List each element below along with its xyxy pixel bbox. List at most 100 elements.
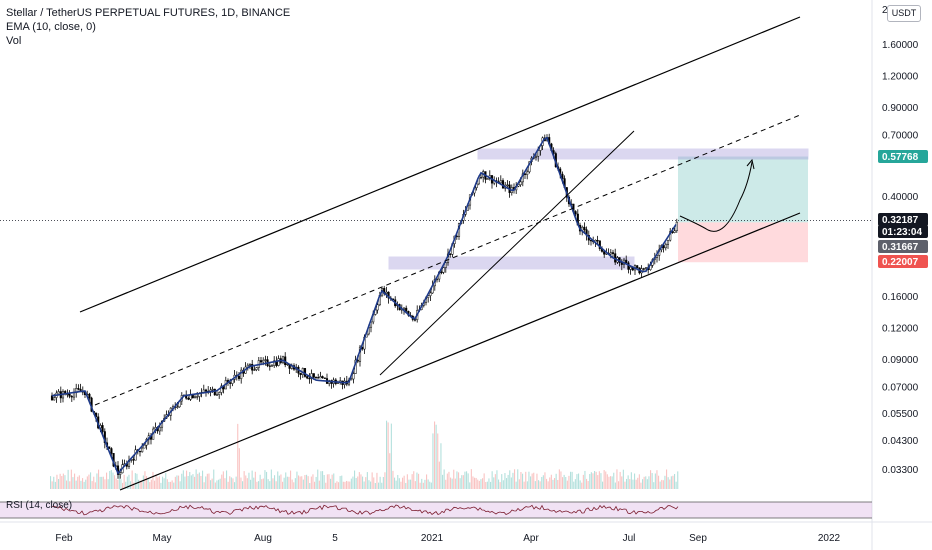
- stop-zone: [678, 222, 808, 263]
- volume-bar: [379, 476, 381, 489]
- volume-bar: [642, 479, 644, 489]
- volume-bar: [405, 482, 407, 489]
- candle-body: [218, 392, 221, 395]
- volume-bar: [293, 482, 295, 489]
- volume-bar: [74, 473, 76, 489]
- volume-bar: [539, 481, 541, 489]
- volume-bar: [435, 424, 437, 489]
- candle-body: [449, 253, 452, 255]
- volume-bar: [202, 470, 204, 489]
- y-tick-label: 0.04300: [882, 436, 919, 447]
- candle-body: [642, 268, 645, 270]
- currency-button[interactable]: USDT: [887, 5, 921, 22]
- volume-bar: [525, 471, 527, 489]
- volume-bar: [478, 480, 480, 489]
- volume-bar: [534, 481, 536, 489]
- volume-bar: [477, 479, 479, 489]
- volume-bar: [237, 423, 239, 489]
- volume-bar: [498, 479, 500, 489]
- volume-bar: [512, 472, 514, 489]
- volume-bar: [538, 480, 540, 489]
- volume-bar: [162, 476, 164, 489]
- candle-body: [268, 365, 271, 367]
- volume-bar: [70, 469, 72, 489]
- volume-bar: [53, 476, 55, 489]
- volume-bar: [302, 479, 304, 489]
- volume-bar: [354, 470, 356, 489]
- price-tag-label: 0.32187: [882, 215, 919, 226]
- volume-bar: [520, 471, 522, 489]
- candle-body: [611, 252, 615, 254]
- candle-body: [317, 377, 320, 379]
- volume-bar: [221, 474, 223, 489]
- volume-bar: [355, 477, 357, 489]
- volume-bar: [554, 478, 556, 489]
- rsi-line: [51, 504, 679, 516]
- volume-bar: [666, 469, 668, 489]
- volume-bar: [72, 477, 74, 489]
- candle-body: [255, 367, 258, 370]
- volume-bar: [528, 471, 530, 489]
- volume-bar: [544, 472, 546, 489]
- volume-bar: [501, 474, 503, 489]
- volume-bar: [330, 478, 332, 489]
- resistance-zone: [477, 148, 809, 160]
- candle-body: [664, 244, 667, 249]
- volume-bar: [448, 471, 450, 489]
- candle-body: [270, 365, 274, 367]
- volume-bar: [467, 473, 469, 489]
- volume-bar: [269, 481, 271, 489]
- volume-bar: [141, 481, 143, 489]
- volume-bar: [357, 476, 359, 489]
- y-tick-label: 1.60000: [882, 40, 919, 51]
- volume-bar: [461, 475, 463, 489]
- volume-bar: [66, 480, 68, 489]
- volume-bar: [624, 481, 626, 489]
- candle-body: [308, 377, 311, 380]
- volume-bar: [253, 477, 255, 489]
- volume-bar: [456, 471, 458, 489]
- volume-bar: [586, 478, 588, 489]
- volume-bar: [576, 474, 578, 489]
- candle-body: [479, 176, 483, 179]
- volume-bar: [411, 474, 413, 489]
- volume-bar: [226, 470, 228, 489]
- volume-bar: [418, 473, 420, 489]
- volume-bar: [485, 482, 487, 489]
- volume-bar: [459, 478, 461, 489]
- volume-bar: [493, 477, 495, 489]
- volume-bar: [510, 477, 512, 489]
- candle-body: [673, 230, 676, 233]
- volume-bar: [240, 477, 242, 489]
- candle-body: [306, 376, 309, 379]
- volume-bar: [360, 474, 362, 489]
- volume-bar: [382, 476, 384, 489]
- volume-bar: [91, 481, 93, 489]
- candle-body: [262, 359, 265, 363]
- candle-body: [519, 181, 522, 186]
- price-tag-label: 0.31667: [882, 242, 919, 253]
- volume-bar: [523, 481, 525, 489]
- volume-bar: [224, 478, 226, 489]
- volume-bar: [168, 481, 170, 489]
- candle-body: [110, 448, 113, 454]
- volume-bar: [648, 476, 650, 489]
- volume-bar: [78, 475, 80, 489]
- candle-body: [444, 262, 447, 268]
- lower-channel-line: [119, 212, 801, 491]
- candle-body: [101, 425, 104, 432]
- volume-bar: [88, 474, 90, 489]
- volume-bar: [470, 469, 472, 489]
- candle-body: [625, 259, 628, 264]
- volume-bar: [653, 482, 655, 489]
- volume-bar: [322, 471, 324, 489]
- candle-body: [486, 178, 489, 180]
- volume-bar: [488, 478, 490, 489]
- volume-bar: [299, 476, 301, 489]
- volume-bar: [187, 476, 189, 489]
- volume-bar: [230, 477, 232, 489]
- volume-bar: [675, 481, 677, 489]
- volume-bar: [453, 469, 455, 489]
- volume-bar: [389, 453, 391, 489]
